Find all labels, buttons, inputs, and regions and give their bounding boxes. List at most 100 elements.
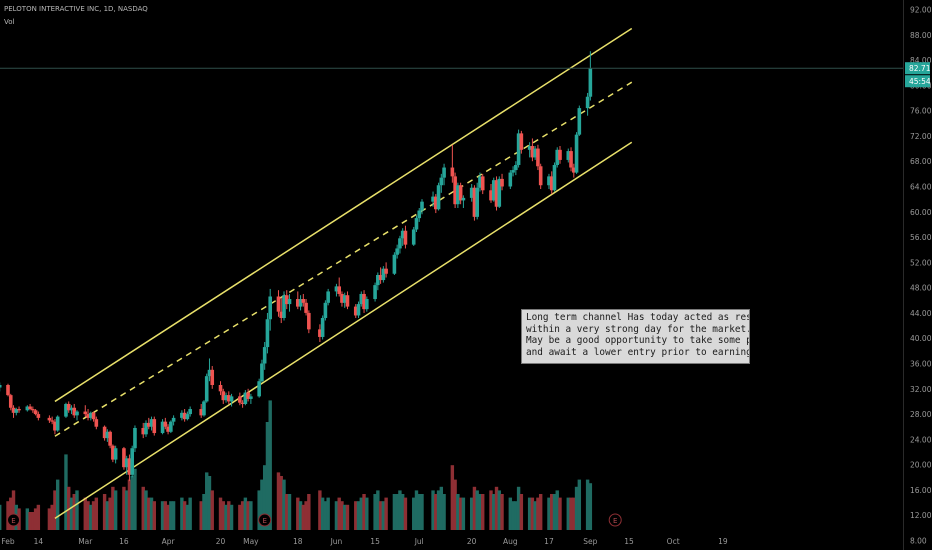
candle-body	[353, 306, 358, 316]
volume-bar	[124, 490, 129, 530]
time-tick-label: Jul	[414, 537, 424, 546]
candle-body	[240, 402, 245, 404]
candle-body	[450, 167, 455, 177]
candle-body	[356, 304, 361, 316]
volume-bar	[307, 494, 311, 530]
volume-bar	[50, 504, 54, 530]
volume-bar	[276, 472, 281, 530]
candle-body	[569, 151, 573, 168]
volume-bar	[572, 497, 576, 530]
volume-bar	[224, 504, 228, 530]
volume-bar	[141, 486, 145, 530]
candle-body	[238, 396, 242, 403]
candle-body	[160, 421, 165, 434]
annotation-note[interactable]: Long term channel Has today acted as res…	[521, 309, 750, 364]
channel-upper-line	[54, 27, 633, 403]
candle-body	[398, 238, 402, 249]
earnings-marker-label: E	[613, 517, 617, 525]
volume-bar	[75, 490, 79, 530]
volume-bar	[450, 465, 455, 530]
volume-bar	[33, 508, 38, 530]
volume-indicator-label[interactable]: Vol	[4, 18, 15, 26]
candle	[257, 378, 261, 398]
volume-bar	[569, 497, 573, 530]
candle-body	[111, 445, 115, 460]
volume-bar	[494, 486, 499, 530]
candle-body	[28, 406, 32, 410]
volume-bar	[246, 501, 250, 530]
candle-body	[199, 409, 203, 416]
candle	[122, 446, 126, 470]
volume-bar	[400, 494, 405, 530]
volume-bar	[163, 501, 168, 530]
candle	[353, 304, 358, 318]
volume-bar	[53, 490, 57, 530]
candle-body	[337, 286, 341, 294]
candle-body	[345, 295, 350, 307]
candle	[94, 416, 99, 430]
candle	[439, 173, 444, 193]
candle-body	[188, 409, 192, 415]
volume-bar	[414, 490, 419, 530]
time-tick-label: 19	[718, 537, 728, 546]
time-tick-label: 20	[216, 537, 226, 546]
volume-bar	[182, 501, 187, 530]
candle	[83, 405, 88, 417]
candle-body	[260, 363, 264, 382]
candle-body	[166, 426, 170, 432]
time-axis[interactable]: Feb 14 Mar 16 Apr 20 May 18 Jun 15 Jul 20 Aug 17 Sep 15…	[1, 537, 727, 546]
candle	[307, 310, 311, 334]
volume-bar	[527, 497, 532, 530]
volume-bar	[439, 486, 444, 530]
candle-body	[320, 317, 325, 337]
volume-bar	[538, 494, 543, 530]
candle-body	[221, 391, 226, 401]
volume-bar	[202, 494, 206, 530]
candle	[431, 191, 435, 207]
candle	[392, 252, 397, 275]
price-tick-label: 56.00	[910, 233, 932, 242]
chart-symbol-title: PELOTON INTERACTIVE INC, 1D, NASDAQ	[4, 5, 148, 13]
trend-channel[interactable]	[54, 27, 633, 520]
candle	[436, 182, 441, 211]
volume-bar	[417, 494, 421, 530]
candle	[89, 411, 93, 421]
volume-bar	[133, 468, 137, 530]
volume-bar	[511, 501, 515, 530]
candle	[72, 403, 77, 418]
candle-body	[298, 299, 303, 307]
candle-body	[497, 178, 502, 207]
volume-bar	[238, 504, 242, 530]
candle-body	[279, 311, 284, 318]
annotation-line-4: and await a lower entry prior to earning…	[526, 346, 750, 358]
volume-bar	[552, 494, 557, 530]
volume-bar	[147, 497, 151, 530]
volume-bar	[555, 490, 559, 530]
price-axis[interactable]: 92.0088.0084.0080.0076.0072.0068.0064.00…	[903, 0, 932, 550]
candle-body	[511, 170, 515, 173]
candle	[229, 393, 234, 407]
volume-bar	[282, 479, 286, 530]
volume-bar	[11, 490, 16, 530]
candle	[480, 173, 485, 195]
volume-bar	[240, 501, 245, 530]
volume-bar	[67, 486, 71, 530]
candle	[365, 296, 369, 312]
candle-body	[304, 302, 308, 313]
volume-bar	[469, 497, 474, 530]
candle-body	[514, 165, 518, 171]
candle	[403, 225, 408, 249]
volume-bar	[373, 494, 377, 530]
volume-bar	[86, 501, 90, 530]
candle-body	[318, 329, 322, 337]
candle	[356, 301, 361, 318]
volume-bar	[574, 486, 579, 530]
candle	[227, 391, 231, 404]
candle	[395, 244, 399, 259]
volume-bar	[166, 504, 170, 530]
candle	[238, 392, 242, 406]
candle	[384, 262, 388, 278]
price-tick-label: 36.00	[910, 360, 932, 369]
